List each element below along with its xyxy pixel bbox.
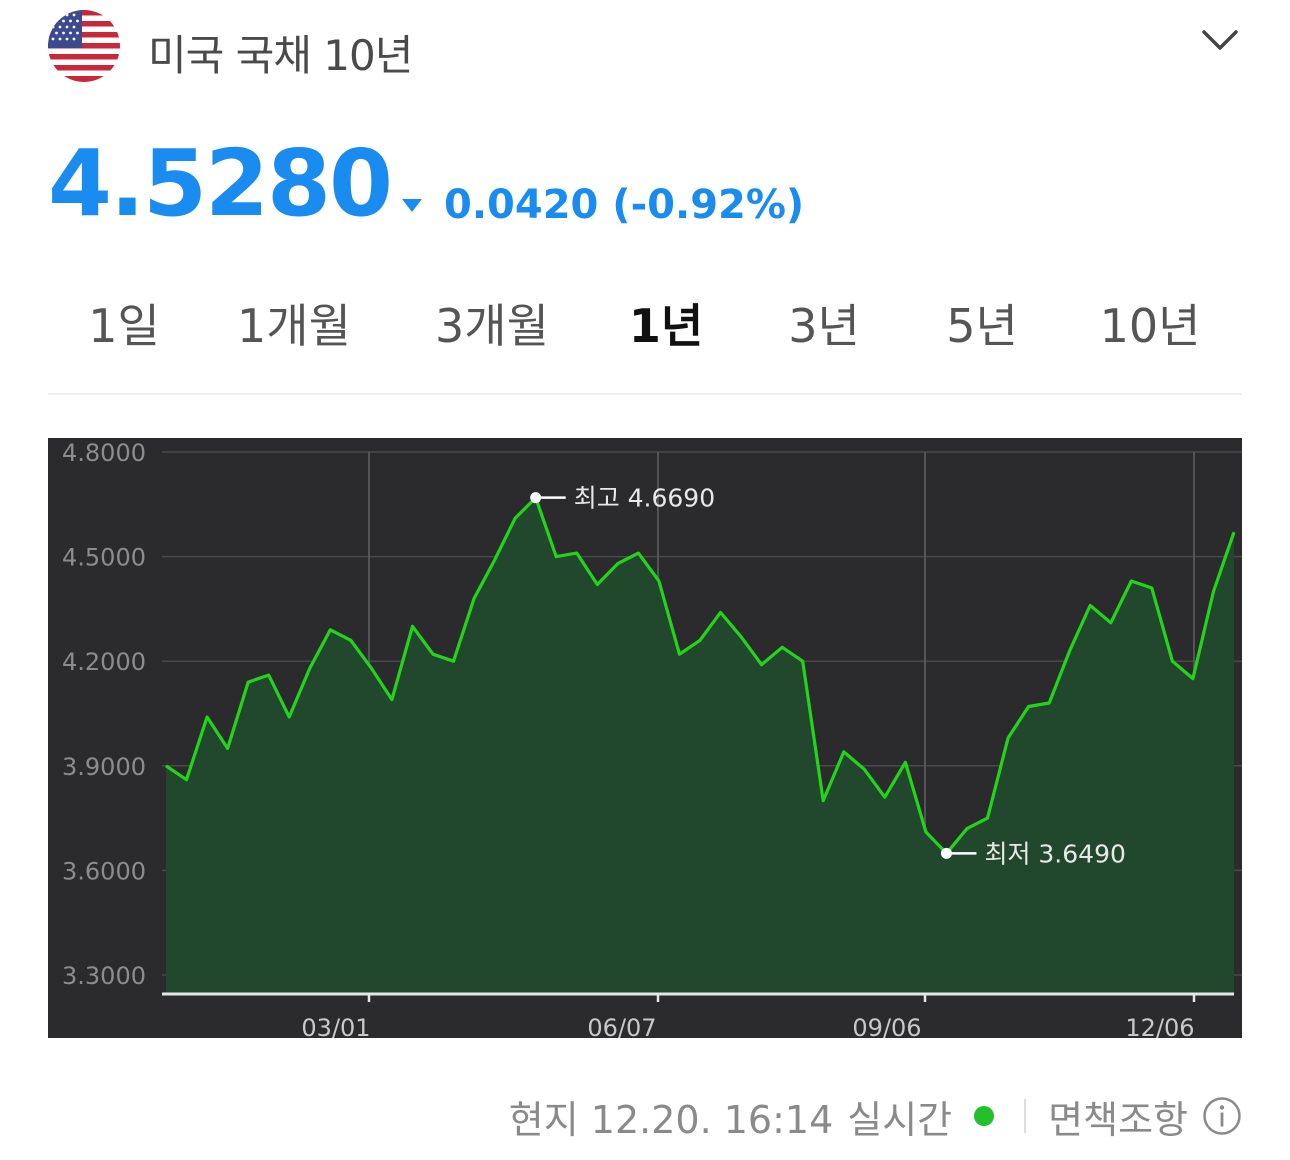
info-icon[interactable] bbox=[1202, 1096, 1242, 1136]
area-fill bbox=[166, 497, 1234, 994]
y-tick-label: 4.8000 bbox=[62, 439, 146, 467]
tab-10y[interactable]: 10년 bbox=[1099, 299, 1201, 353]
chart-svg: 4.8000 4.5000 4.2000 3.9000 3.6000 3.3000 03/0… bbox=[62, 439, 1242, 1038]
separator bbox=[1024, 1099, 1027, 1133]
y-tick-label: 3.6000 bbox=[62, 857, 146, 885]
tab-5y[interactable]: 5년 bbox=[946, 299, 1018, 353]
annotation-point bbox=[940, 847, 952, 859]
annotation-point bbox=[530, 492, 542, 504]
header: 미국 국채 10년 bbox=[48, 8, 1242, 82]
chevron-down-icon[interactable] bbox=[1198, 18, 1242, 62]
realtime-label: 실시간 bbox=[847, 1097, 953, 1142]
x-tick-label: 03/01 bbox=[301, 1014, 370, 1038]
down-triangle-icon bbox=[400, 196, 424, 216]
annotation-label: 최저 3.6490 bbox=[984, 839, 1125, 868]
timestamp: 현지 12.20. 16:14 bbox=[508, 1097, 834, 1142]
y-tick-label: 4.2000 bbox=[62, 648, 146, 676]
tab-1d[interactable]: 1일 bbox=[88, 299, 160, 353]
realtime-dot bbox=[974, 1106, 995, 1126]
y-tick-label: 3.9000 bbox=[62, 753, 146, 781]
y-tick-label: 3.3000 bbox=[62, 962, 146, 990]
tab-3y[interactable]: 3년 bbox=[788, 299, 860, 353]
series-line bbox=[165, 496, 1236, 855]
current-price: 4.5280 bbox=[48, 130, 393, 237]
annotation-label: 최고 4.6690 bbox=[574, 484, 715, 513]
price-change: 0.0420 (-0.92%) bbox=[444, 182, 805, 228]
x-tick-label: 12/06 bbox=[1125, 1014, 1194, 1038]
disclaimer-link[interactable]: 면책조항 bbox=[1048, 1097, 1188, 1142]
us-flag-icon bbox=[48, 10, 120, 82]
x-tick-label: 09/06 bbox=[852, 1014, 921, 1038]
tab-3m[interactable]: 3개월 bbox=[435, 299, 549, 353]
footer: 현지 12.20. 16:14 실시간 면책조항 bbox=[509, 1090, 1242, 1142]
divider bbox=[48, 393, 1242, 395]
x-tick-label: 06/07 bbox=[587, 1014, 656, 1038]
page-title: 미국 국채 10년 bbox=[148, 31, 413, 80]
tab-1m[interactable]: 1개월 bbox=[237, 299, 351, 353]
yield-chart[interactable]: 4.8000 4.5000 4.2000 3.9000 3.6000 3.3000 03/0… bbox=[48, 438, 1242, 1038]
tab-1y[interactable]: 1년 bbox=[628, 299, 704, 353]
y-tick-label: 4.5000 bbox=[62, 544, 146, 572]
period-tabs: 1일 1개월 3개월 1년 3년 5년 10년 bbox=[48, 290, 1242, 360]
